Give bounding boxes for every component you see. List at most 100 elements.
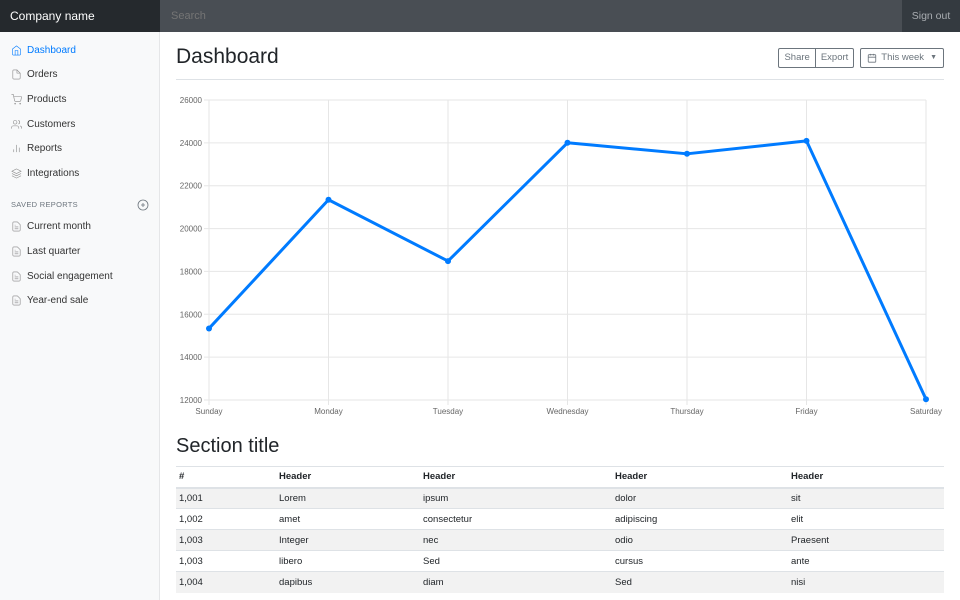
sidebar-item-customers[interactable]: Customers <box>0 112 159 137</box>
y-tick-label: 24000 <box>180 139 203 148</box>
saved-report-year-end-sale[interactable]: Year-end sale <box>0 288 159 313</box>
period-dropdown[interactable]: This week ▼ <box>860 48 944 68</box>
column-header: Header <box>420 466 612 489</box>
search-input[interactable] <box>160 0 902 32</box>
y-tick-label: 16000 <box>180 310 203 319</box>
data-point <box>206 325 212 332</box>
sidebar-item-orders[interactable]: Orders <box>0 63 159 88</box>
sidebar-item-dashboard[interactable]: Dashboard <box>0 38 159 63</box>
data-point <box>564 139 571 146</box>
sidebar: Dashboard Orders Products Customers Repo… <box>0 32 160 600</box>
data-point <box>923 396 929 403</box>
brand[interactable]: Company name <box>0 0 160 32</box>
table-row: 1,001 Lorem ipsum dolor sit <box>176 487 944 509</box>
data-point <box>325 196 332 203</box>
table-cell: libero <box>276 550 420 572</box>
table-cell: amet <box>276 508 420 530</box>
saved-report-label: Last quarter <box>27 245 81 257</box>
table-cell: cursus <box>612 550 788 572</box>
table-cell: Sed <box>420 550 612 572</box>
x-tick-label: Saturday <box>910 407 942 416</box>
x-tick-label: Friday <box>795 407 817 416</box>
caret-down-icon: ▼ <box>930 54 937 61</box>
period-label: This week <box>881 52 925 63</box>
file-icon <box>12 70 21 80</box>
section-title: Section title <box>176 435 280 457</box>
y-tick-label: 20000 <box>180 225 203 234</box>
bar-chart-icon <box>13 145 20 153</box>
y-tick-label: 18000 <box>180 267 203 276</box>
table-header-row: # Header Header Header Header <box>176 466 944 489</box>
y-tick-label: 22000 <box>180 182 203 191</box>
sidebar-item-label: Dashboard <box>27 44 76 56</box>
sidebar-item-reports[interactable]: Reports <box>0 136 159 161</box>
saved-report-social-engagement[interactable]: Social engagement <box>0 264 159 289</box>
sidebar-item-label: Reports <box>27 143 63 155</box>
column-header: # <box>176 466 276 489</box>
column-header: Header <box>788 466 944 489</box>
saved-report-label: Current month <box>27 221 91 233</box>
data-table: # Header Header Header Header 1,001 Lorem… <box>176 466 944 593</box>
table-cell: diam <box>420 571 612 593</box>
saved-reports-heading: SAVED REPORTS <box>0 195 159 215</box>
sidebar-item-integrations[interactable]: Integrations <box>0 161 159 186</box>
saved-reports-label: SAVED REPORTS <box>11 200 78 210</box>
divider <box>176 79 944 80</box>
table-cell: consectetur <box>420 508 612 530</box>
table-row: 1,002 amet consectetur adipiscing elit <box>176 508 944 530</box>
table-cell: elit <box>788 508 944 530</box>
column-header: Header <box>276 466 420 489</box>
top-navbar: Company name Sign out <box>0 0 960 32</box>
table-cell: Lorem <box>276 487 420 509</box>
data-point <box>684 150 690 157</box>
x-tick-label: Sunday <box>195 407 222 416</box>
layers-icon <box>11 168 22 179</box>
table-cell: 1,003 <box>176 529 276 551</box>
data-point <box>445 258 451 265</box>
table-cell: ante <box>788 550 944 572</box>
y-tick-label: 26000 <box>180 96 203 105</box>
saved-report-last-quarter[interactable]: Last quarter <box>0 239 159 264</box>
users-icon <box>11 119 22 129</box>
table-cell: 1,003 <box>176 550 276 572</box>
table-cell: sit <box>788 487 944 509</box>
export-button[interactable]: Export <box>814 48 855 68</box>
page-title: Dashboard <box>176 45 279 68</box>
cart-icon <box>11 94 22 105</box>
table-cell: 1,001 <box>176 487 276 509</box>
table-cell: odio <box>612 529 788 551</box>
saved-report-label: Social engagement <box>27 270 113 282</box>
x-tick-label: Thursday <box>670 407 703 416</box>
table-cell: nec <box>420 529 612 551</box>
home-icon <box>12 45 21 56</box>
table-cell: adipiscing <box>612 508 788 530</box>
sidebar-item-label: Integrations <box>27 167 80 179</box>
sidebar-item-label: Customers <box>27 118 76 130</box>
table-row: 1,003 libero Sed cursus ante <box>176 550 944 572</box>
file-text-icon <box>12 271 21 281</box>
y-tick-label: 12000 <box>180 396 203 405</box>
table-cell: 1,004 <box>176 571 276 593</box>
toolbar: Share Export This week ▼ <box>778 48 944 68</box>
table-cell: ipsum <box>420 487 612 509</box>
table-cell: Sed <box>612 571 788 593</box>
plus-circle-icon[interactable] <box>137 199 149 211</box>
table-row: 1,004 dapibus diam Sed nisi <box>176 571 944 593</box>
button-group: Share Export <box>778 48 855 68</box>
sign-out-link[interactable]: Sign out <box>911 10 951 22</box>
sidebar-item-products[interactable]: Products <box>0 87 159 112</box>
sidebar-item-label: Products <box>27 93 67 105</box>
y-tick-label: 14000 <box>180 353 203 362</box>
table-cell: dapibus <box>276 571 420 593</box>
sidebar-item-label: Orders <box>27 69 58 81</box>
file-text-icon <box>12 246 21 257</box>
share-button[interactable]: Share <box>778 48 816 68</box>
table-row: 1,003 Integer nec odio Praesent <box>176 529 944 551</box>
saved-report-label: Year-end sale <box>27 295 89 307</box>
table-cell: nisi <box>788 571 944 593</box>
calendar-icon <box>868 53 877 63</box>
saved-report-current-month[interactable]: Current month <box>0 215 159 240</box>
table-cell: dolor <box>612 487 788 509</box>
line-chart: 12000 14000 16000 18000 20000 22000 24000 26000… <box>180 96 942 416</box>
table-cell: Praesent <box>788 529 944 551</box>
